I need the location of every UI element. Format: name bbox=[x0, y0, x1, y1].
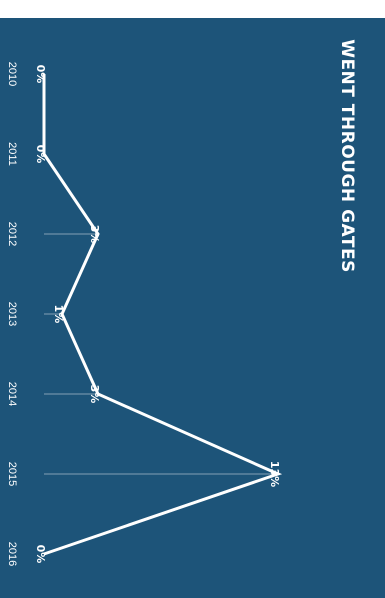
series-line bbox=[42, 74, 283, 556]
chart-title: WENT THROUGH GATES bbox=[337, 39, 357, 273]
tick-label-2013: 2013 bbox=[6, 302, 18, 326]
stem-lines bbox=[44, 233, 278, 475]
chart-panel: WENT THROUGH GATES 0% 0% 3% 1% 3% 13% 0% 2010 2… bbox=[0, 18, 385, 598]
tick-label-2015: 2015 bbox=[6, 462, 18, 486]
tick-label-2016: 2016 bbox=[6, 542, 18, 566]
data-label-2010: 0% bbox=[34, 65, 47, 84]
data-label-2014: 3% bbox=[88, 385, 101, 404]
x-axis-tick-labels: 2010 2011 2012 2013 2014 2015 2016 bbox=[6, 62, 18, 566]
tick-label-2011: 2011 bbox=[6, 142, 18, 166]
data-label-2015: 13% bbox=[268, 461, 281, 487]
line-chart: WENT THROUGH GATES 0%0%3%1%3%13%0% 20102… bbox=[0, 18, 385, 598]
data-label-2013: 1% bbox=[52, 305, 65, 324]
tick-label-2012: 2012 bbox=[6, 222, 18, 246]
tick-label-2010: 2010 bbox=[6, 62, 18, 86]
data-label-2016: 0% bbox=[34, 545, 47, 564]
data-label-2012: 3% bbox=[88, 225, 101, 244]
tick-label-2014: 2014 bbox=[6, 382, 18, 406]
data-labels: 0% 0% 3% 1% 3% 13% 0% bbox=[34, 65, 281, 564]
data-label-2011: 0% bbox=[34, 145, 47, 164]
